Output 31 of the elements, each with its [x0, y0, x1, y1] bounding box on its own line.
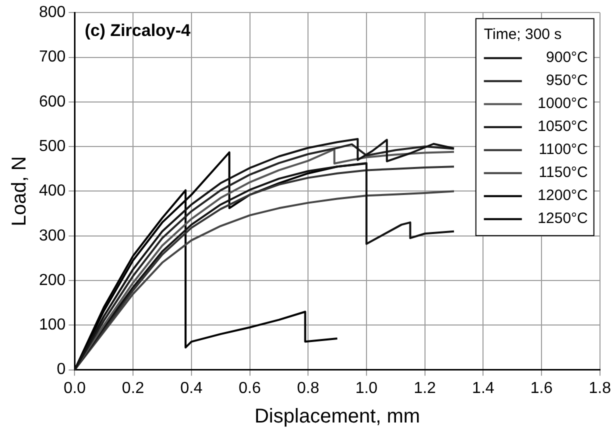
x-tick-label: 1.8 — [588, 380, 612, 397]
y-tick-label: 0 — [56, 361, 66, 378]
y-axis-title: Load, N — [8, 156, 31, 226]
y-tick-label: 800 — [38, 4, 66, 22]
y-tick-label: 600 — [38, 93, 66, 110]
x-tick-label: 0.8 — [296, 380, 320, 397]
y-tick-label: 700 — [38, 48, 66, 66]
x-tick-label: 0.0 — [64, 380, 86, 397]
x-tick-label: 0.6 — [238, 380, 261, 397]
y-tick-label: 200 — [38, 272, 66, 289]
x-axis-title: Displacement, mm — [254, 406, 420, 428]
x-tick-label: 1.0 — [355, 380, 378, 397]
legend-label: 1200°C — [538, 187, 588, 204]
x-tick-label: 0.2 — [122, 380, 144, 397]
text: (c) Zircaloy-4 — [84, 20, 192, 40]
legend-label: 1000°C — [538, 95, 588, 112]
legend-label: 1050°C — [538, 118, 588, 136]
legend-label: 1150°C — [538, 164, 588, 182]
x-tick-label: 0.4 — [180, 380, 203, 397]
legend-label: 1250°C — [538, 210, 588, 228]
legend-title: Time; 300 s — [484, 26, 562, 44]
y-tick-label: 300 — [38, 227, 66, 244]
x-tick-label: 1.6 — [530, 380, 553, 397]
legend-label: 900°C — [546, 49, 588, 66]
x-tick-label: 1.4 — [472, 380, 494, 397]
x-tick-label: 1.2 — [414, 380, 436, 397]
legend-label: 1100°C — [538, 141, 588, 158]
y-tick-label: 500 — [38, 138, 66, 155]
legend-label: 950°C — [546, 72, 588, 90]
y-tick-label: 100 — [38, 316, 66, 334]
y-tick-label: 400 — [38, 182, 66, 200]
